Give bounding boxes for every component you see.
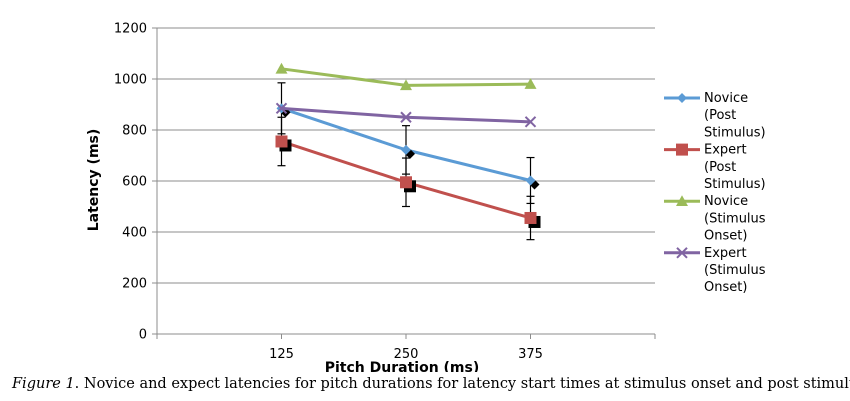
- series-lines: [275, 62, 541, 228]
- legend-entry-line: Onset): [704, 280, 747, 295]
- data-point: [524, 116, 537, 128]
- legend-entry-line: Stimulus): [704, 125, 766, 140]
- line-chart: 0 200 400 600 800 1000 1200 125 250 375 Novice (P…: [86, 22, 766, 373]
- legend: Novice (Post Stimulus) Expert (Post Stimulus)…: [664, 91, 766, 295]
- x-axis-title: Pitch Duration (ms): [325, 360, 480, 372]
- legend-entry: Novice (Post Stimulus): [704, 91, 766, 140]
- legend-swatch-marker: [677, 93, 687, 103]
- y-tick-label: 800: [122, 124, 147, 139]
- y-tick-label: 1000: [114, 73, 147, 88]
- x-tick-label: 125: [269, 347, 294, 362]
- x-tick-label: 375: [518, 347, 543, 362]
- legend-entry-line: (Post: [704, 108, 736, 123]
- data-point: [275, 62, 288, 74]
- legend-entry-line: Novice: [704, 91, 748, 106]
- caption-text: . Novice and expect latencies for pitch …: [74, 376, 850, 392]
- legend-entry-line: (Post: [704, 160, 736, 175]
- legend-entry-line: Stimulus): [704, 177, 766, 192]
- data-point: [524, 78, 537, 89]
- legend-entry-line: (Stimulus: [704, 211, 766, 226]
- data-point: [275, 102, 288, 115]
- legend-swatch-marker: [676, 195, 688, 206]
- data-point: [525, 175, 536, 186]
- data-point: [400, 111, 412, 123]
- legend-swatch-marker: [676, 247, 688, 259]
- legend-entry: Novice (Stimulus Onset): [704, 194, 766, 243]
- legend-entry: Expert (Post Stimulus): [704, 143, 766, 192]
- y-tick-label: 400: [122, 226, 147, 241]
- y-tick-label: 200: [122, 277, 147, 292]
- data-point: [275, 135, 288, 148]
- figure-caption: Figure 1. Novice and expect latencies fo…: [12, 376, 850, 392]
- y-axis-title: Latency (ms): [86, 129, 102, 232]
- legend-entry-line: Expert: [704, 143, 747, 158]
- legend-entry-line: Novice: [704, 194, 748, 209]
- data-point: [401, 144, 411, 155]
- data-point: [400, 79, 412, 91]
- y-tick-label: 1200: [114, 22, 147, 37]
- x-tick-labels: 125 250 375: [269, 347, 543, 362]
- y-tick-label: 0: [139, 328, 147, 343]
- data-point: [400, 176, 412, 189]
- legend-swatch-marker: [676, 143, 688, 156]
- error-bars: [277, 82, 535, 241]
- figure-label: Figure 1: [12, 376, 75, 392]
- axes: [152, 27, 656, 339]
- y-tick-labels: 0 200 400 600 800 1000 1200: [114, 22, 147, 343]
- y-tick-label: 600: [122, 175, 147, 190]
- legend-entry-line: (Stimulus: [704, 263, 766, 278]
- legend-entry-line: Onset): [704, 229, 747, 244]
- data-point: [524, 211, 537, 224]
- legend-entry: Expert (Stimulus Onset): [704, 246, 766, 295]
- x-tick-label: 250: [394, 347, 419, 362]
- legend-entry-line: Expert: [704, 246, 747, 261]
